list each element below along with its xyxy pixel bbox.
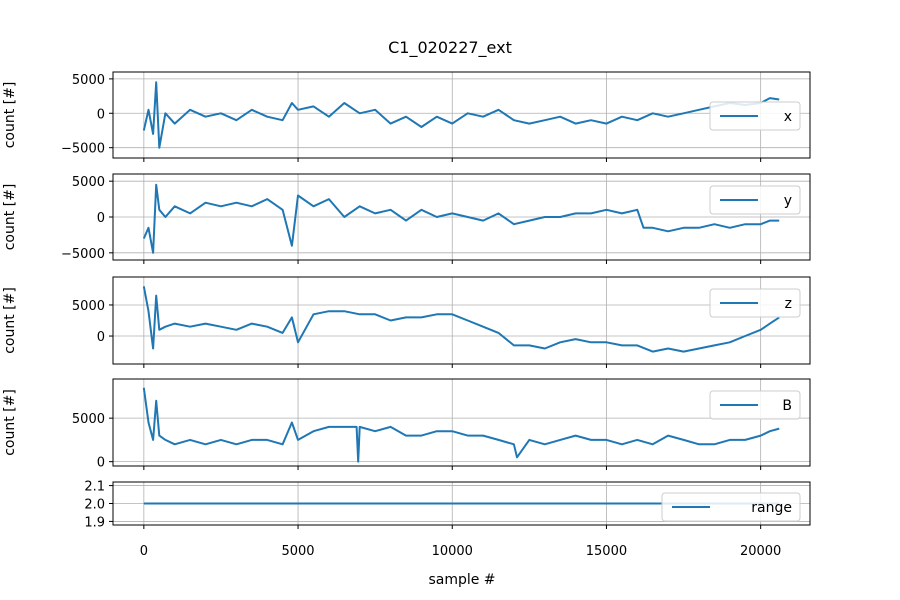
- y-tick-label: 5000: [72, 73, 105, 88]
- series-line-y: [142, 183, 780, 254]
- y-tick-label: 1.9: [84, 515, 105, 530]
- chart-title: C1_020227_ext: [388, 38, 512, 58]
- y-tick-label: −5000: [61, 247, 105, 262]
- x-tick-label: 0: [140, 544, 148, 559]
- legend-x: x: [709, 101, 801, 131]
- legend-label: y: [784, 193, 792, 209]
- y-axis-label: count [#]: [2, 184, 18, 251]
- x-axis-label: sample #: [428, 572, 495, 588]
- series-line-B: [142, 387, 780, 463]
- y-tick-label: 0: [97, 107, 105, 122]
- series-line-x: [142, 81, 780, 149]
- y-axis-label: count [#]: [2, 82, 18, 149]
- x-tick-label: 15000: [586, 544, 627, 559]
- x-tick-label: 5000: [281, 544, 314, 559]
- subplot-B: 0 5000 count [#] B: [2, 378, 811, 471]
- y-tick-label: 0: [97, 330, 105, 345]
- subplot-range: 0 5000 10000 15000 20000 1.9 2.0 2.1 range: [84, 480, 811, 559]
- y-tick-label: 0: [97, 456, 105, 471]
- y-tick-label: −5000: [61, 142, 105, 157]
- subplot-z: 0 5000 count [#] z: [2, 276, 811, 368]
- legend-B: B: [709, 390, 801, 420]
- legend-z: z: [709, 288, 801, 318]
- legend-label: x: [784, 109, 792, 125]
- legend-range: range: [661, 492, 801, 522]
- plot-frame: [112, 276, 811, 365]
- plot-frame: [112, 71, 811, 159]
- subplot-y: −5000 0 5000 count [#] y: [2, 173, 811, 264]
- legend-label: range: [751, 500, 792, 516]
- y-tick-label: 0: [97, 211, 105, 226]
- y-tick-label: 2.1: [84, 480, 105, 495]
- y-tick-label: 5000: [72, 175, 105, 190]
- y-tick-label: 2.0: [84, 498, 105, 513]
- legend-box: [661, 492, 801, 522]
- legend-label: B: [782, 398, 792, 414]
- y-axis-label: count [#]: [2, 389, 18, 456]
- subplot-x: −5000 0 5000 count [#] x: [2, 71, 811, 162]
- y-tick-label: 5000: [72, 299, 105, 314]
- plot-frame: [112, 378, 811, 467]
- y-axis-label: count [#]: [2, 287, 18, 354]
- legend-y: y: [709, 185, 801, 215]
- subplots: −5000 0 5000 count [#] x −5000 0 5000 count [#] y…: [2, 71, 811, 559]
- x-tick-label: 10000: [432, 544, 473, 559]
- y-tick-label: 5000: [72, 412, 105, 427]
- legend-label: z: [785, 296, 792, 312]
- series-line-z: [142, 286, 780, 353]
- x-tick-label: 20000: [740, 544, 781, 559]
